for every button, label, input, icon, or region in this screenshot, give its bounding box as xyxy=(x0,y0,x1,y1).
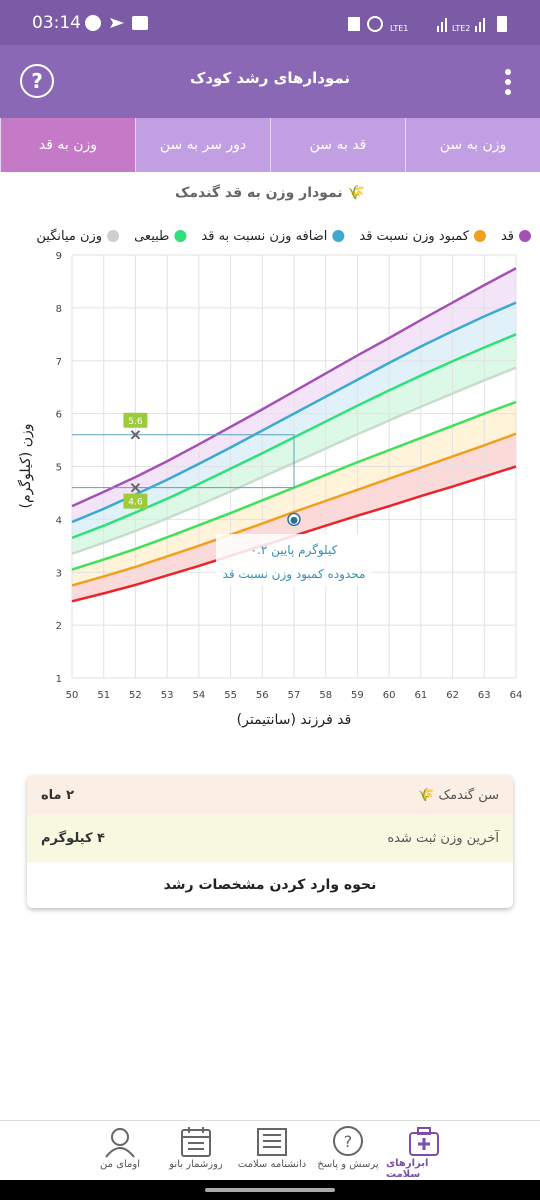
x-tick-label: 57 xyxy=(288,690,301,701)
legend-label: وزن میانگین xyxy=(36,228,102,244)
svg-text:?: ? xyxy=(344,1132,353,1151)
y-tick-label: 2 xyxy=(56,621,62,632)
tab[interactable]: قد به سن xyxy=(270,118,405,172)
nav-item[interactable]: اومای من xyxy=(82,1121,158,1180)
x-tick-label: 56 xyxy=(256,690,269,701)
app-title: نمودارهای رشد کودک xyxy=(189,69,351,87)
legend-label: قد xyxy=(501,229,514,244)
legend-swatch xyxy=(174,230,187,242)
tab-bar: وزن به سن قد به سن دور سر به سن وزن به ق… xyxy=(0,118,540,172)
x-tick-label: 50 xyxy=(66,690,79,701)
row-value: ۲ ماه xyxy=(41,787,75,803)
bottom-nav: ابزارهای سلامت ? پرسش و پاسخ دانشنامه سل… xyxy=(0,1120,540,1180)
y-tick-label: 7 xyxy=(56,357,62,368)
info-card: سن گندمک 🌾 ۲ ماه آخرین وزن ثبت شده ۴ کیل… xyxy=(27,775,513,908)
x-axis-label: قد فرزند (سانتیمتر) xyxy=(237,712,352,728)
y-tick-label: 1 xyxy=(56,674,62,685)
status-bar: 03:14 LTE1 LTE2 xyxy=(0,0,540,45)
marker-tag xyxy=(123,493,148,509)
x-tick-label: 51 xyxy=(97,690,110,701)
system-icons xyxy=(348,16,507,32)
y-tick-label: 3 xyxy=(56,568,62,579)
series-line xyxy=(71,301,517,524)
row-value: ۴ کیلوگرم xyxy=(41,831,105,846)
series-line xyxy=(71,432,517,587)
x-tick-label: 61 xyxy=(414,690,427,701)
row-label: آخرین وزن ثبت شده xyxy=(387,831,499,846)
legend-label: کمبود وزن نسبت قد xyxy=(359,229,469,244)
nav-item[interactable]: روزشمار بانو xyxy=(158,1121,234,1180)
legend-swatch xyxy=(473,230,486,242)
x-tick-label: 58 xyxy=(319,690,332,701)
legend-swatch xyxy=(107,230,120,242)
weight-row: آخرین وزن ثبت شده ۴ کیلوگرم xyxy=(27,815,513,862)
x-tick-label: 62 xyxy=(446,690,459,701)
status-icons xyxy=(85,15,148,31)
x-tick-label: 60 xyxy=(383,690,396,701)
y-tick-label: 9 xyxy=(56,251,62,262)
home-indicator xyxy=(205,1188,335,1192)
annotation-bg xyxy=(216,534,372,586)
marker-tag xyxy=(123,412,148,428)
sim1-label: LTE1 xyxy=(390,24,409,33)
y-tick-label: 5 xyxy=(56,463,62,474)
x-tick-label: 53 xyxy=(161,690,174,701)
chart-title: نمودار وزن به قد گندمک 🌾 xyxy=(175,184,365,201)
nav-label: دانشنامه سلامت xyxy=(237,1159,307,1170)
app-bar: ? نمودارهای رشد کودک xyxy=(0,45,540,118)
nav-label: روزشمار بانو xyxy=(169,1159,223,1170)
nav-icon xyxy=(181,1127,211,1157)
clock: 03:14 xyxy=(32,13,81,33)
nav-label: اومای من xyxy=(100,1159,140,1170)
nav-icon xyxy=(409,1127,439,1156)
sim2-label: LTE2 xyxy=(452,24,471,33)
chart: نمودار وزن به قد گندمک 🌾 قد فرزند (سانتی… xyxy=(17,184,531,728)
measure-box xyxy=(72,434,295,489)
annotation: محدوده کمبود وزن نسبت قد xyxy=(223,567,366,582)
x-tick-label: 63 xyxy=(478,690,491,701)
y-axis-label: وزن (کیلوگرم) xyxy=(17,424,34,509)
y-tick-label: 8 xyxy=(56,304,62,315)
legend-swatch xyxy=(519,230,531,242)
marker-label: 4.6 xyxy=(128,498,143,508)
nav-icon: ? xyxy=(333,1126,363,1156)
tab[interactable]: دور سر به سن xyxy=(135,118,270,172)
tab-active[interactable]: وزن به قد xyxy=(0,118,135,172)
menu-button[interactable] xyxy=(502,67,514,101)
nav-item[interactable]: ? پرسش و پاسخ xyxy=(310,1121,386,1180)
x-tick-label: 64 xyxy=(510,690,523,701)
x-tick-label: 55 xyxy=(224,690,237,701)
help-button[interactable]: ? xyxy=(20,64,54,98)
nav-item[interactable]: دانشنامه سلامت xyxy=(234,1121,310,1180)
nav-label: ابزارهای سلامت xyxy=(386,1158,429,1180)
annotation: ۰.۲ کیلوگرم پایین xyxy=(251,543,338,558)
help-link[interactable]: نحوه وارد کردن مشخصات رشد xyxy=(27,862,513,908)
y-tick-label: 6 xyxy=(56,410,62,421)
nav-icon xyxy=(257,1128,287,1156)
x-tick-label: 59 xyxy=(351,690,364,701)
x-tick-label: 54 xyxy=(192,690,205,701)
row-label: سن گندمک 🌾 xyxy=(418,787,499,803)
nav-icon xyxy=(105,1128,135,1158)
nav-item[interactable]: ابزارهای سلامت xyxy=(386,1121,462,1180)
x-tick-label: 52 xyxy=(129,690,142,701)
system-nav-bar xyxy=(0,1180,540,1200)
measured-point xyxy=(290,516,298,524)
tab[interactable]: وزن به سن xyxy=(405,118,540,172)
series-line xyxy=(71,267,517,508)
marker xyxy=(130,482,141,493)
marker-label: 5.6 xyxy=(128,417,143,427)
age-row: سن گندمک 🌾 ۲ ماه xyxy=(27,775,513,815)
legend-swatch xyxy=(332,230,345,242)
nav-label: پرسش و پاسخ xyxy=(317,1159,379,1170)
y-tick-label: 4 xyxy=(56,515,62,526)
legend-label: اضافه وزن نسبت به قد xyxy=(201,229,327,244)
marker xyxy=(130,430,141,440)
legend-label: طبیعی xyxy=(134,229,169,244)
